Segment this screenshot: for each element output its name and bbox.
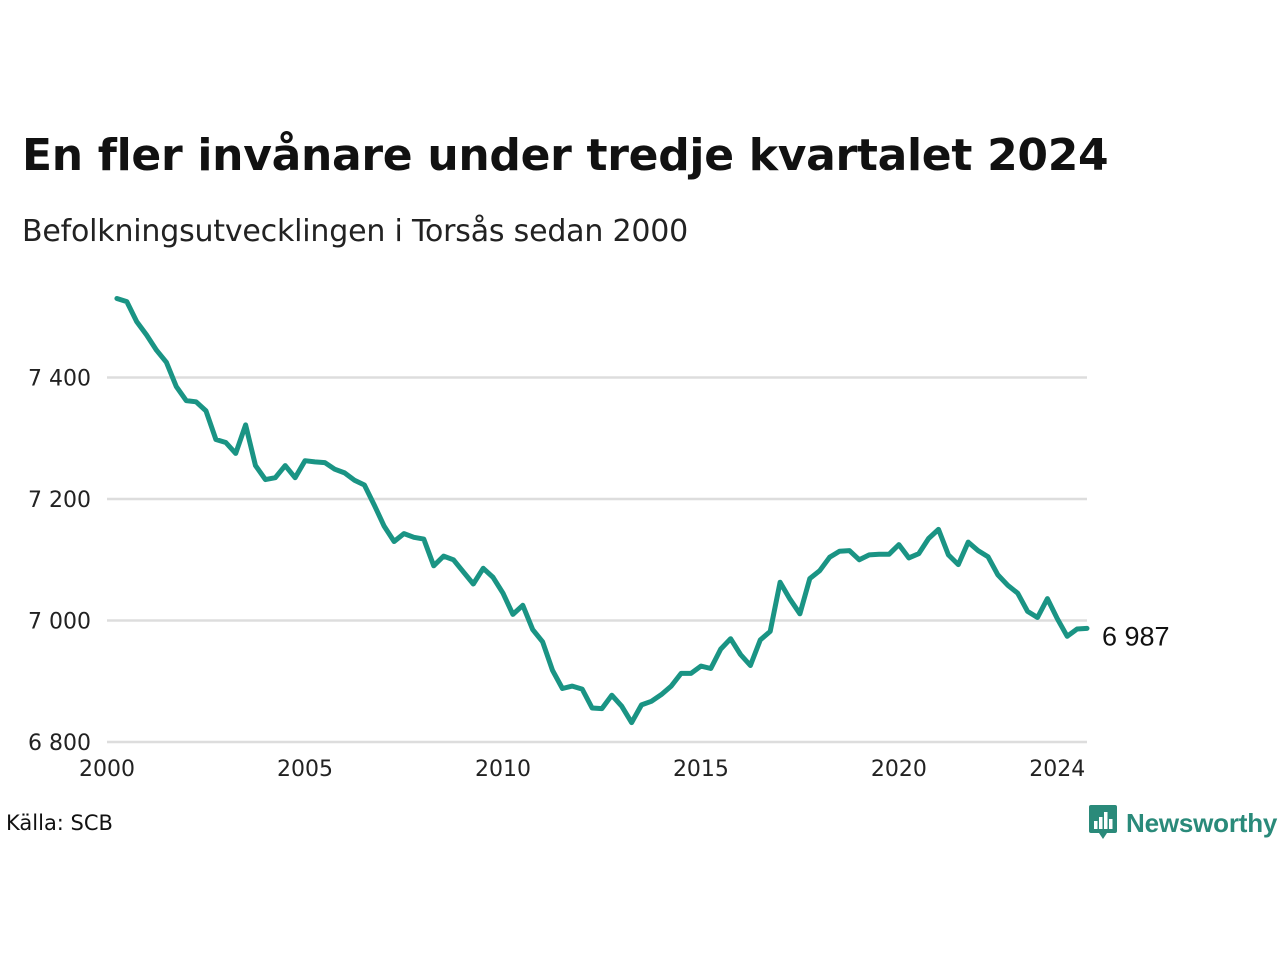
end-label-layer: 6 987 bbox=[1102, 621, 1170, 651]
x-tick-label: 2020 bbox=[871, 757, 927, 782]
y-axis-tick-labels: 6 800 7 000 7 200 7 400 bbox=[28, 367, 91, 757]
series-line-0 bbox=[114, 296, 1090, 726]
y-tick-label: 6 800 bbox=[28, 731, 91, 756]
brand-name: Newsworthy bbox=[1126, 807, 1278, 838]
y-tick-label: 7 400 bbox=[28, 367, 91, 392]
x-tick-label: 2024 bbox=[1029, 757, 1085, 782]
source-note: Källa: SCB bbox=[6, 811, 113, 835]
y-tick-label: 7 000 bbox=[28, 610, 91, 635]
x-tick-label: 2000 bbox=[79, 757, 135, 782]
x-axis-tick-labels: 2000 2005 2010 2015 2020 2024 bbox=[79, 757, 1085, 782]
y-tick-label: 7 200 bbox=[28, 488, 91, 513]
end-value-label: 6 987 bbox=[1102, 621, 1170, 651]
x-tick-label: 2005 bbox=[277, 757, 333, 782]
x-tick-label: 2015 bbox=[673, 757, 729, 782]
gridlines bbox=[107, 376, 1087, 744]
chart-title: En fler invånare under tredje kvartalet … bbox=[22, 130, 1109, 181]
chart-subtitle: Befolkningsutvecklingen i Torsås sedan 2… bbox=[22, 214, 689, 249]
brand-logo: Newsworthy bbox=[1088, 804, 1277, 842]
bar-chart-speech-bubble-icon bbox=[1089, 805, 1117, 839]
x-tick-label: 2010 bbox=[475, 757, 531, 782]
series-layer bbox=[114, 296, 1090, 726]
